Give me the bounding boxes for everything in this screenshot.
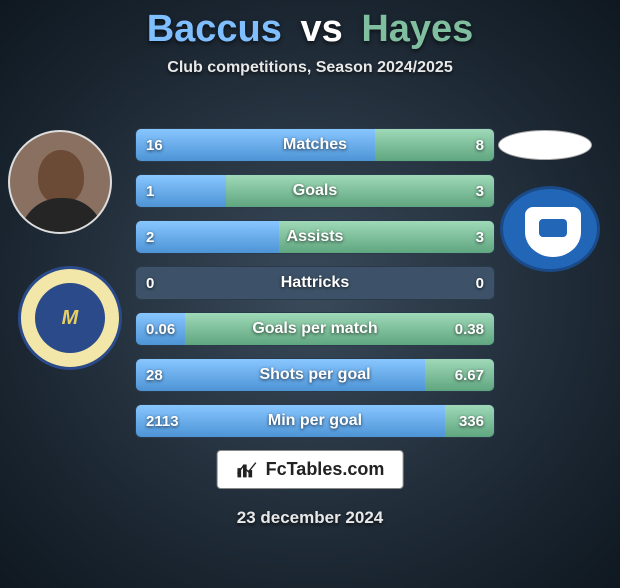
stat-label: Shots per goal	[136, 359, 494, 391]
player2-value: 0.38	[455, 313, 484, 345]
competition-subtitle: Club competitions, Season 2024/2025	[0, 59, 620, 77]
player1-value: 28	[146, 359, 163, 391]
player1-club-badge: M	[18, 266, 122, 370]
stat-label: Goals per match	[136, 313, 494, 345]
player1-value: 2	[146, 221, 154, 253]
player2-value: 3	[476, 175, 484, 207]
player1-value: 16	[146, 129, 163, 161]
stat-label: Min per goal	[136, 405, 494, 437]
player1-value: 0.06	[146, 313, 175, 345]
brand-text: FcTables.com	[266, 459, 385, 480]
player2-avatar	[498, 130, 592, 160]
stat-row: Goals per match0.06 0.38	[135, 312, 495, 346]
stat-label: Assists	[136, 221, 494, 253]
player2-name: Hayes	[361, 8, 473, 50]
stat-label: Goals	[136, 175, 494, 207]
player2-value: 0	[476, 267, 484, 299]
stat-row: Shots per goal28 6.67	[135, 358, 495, 392]
player1-value: 0	[146, 267, 154, 299]
brand-badge[interactable]: FcTables.com	[217, 450, 404, 489]
comparison-title: Baccus vs Hayes	[0, 8, 620, 51]
comparison-date: 23 december 2024	[0, 508, 620, 528]
player2-value: 6.67	[455, 359, 484, 391]
stat-row: Assists2 3	[135, 220, 495, 254]
player2-value: 3	[476, 221, 484, 253]
player1-avatar	[8, 130, 112, 234]
player2-club-badge	[500, 186, 600, 272]
club-badge-letter: M	[35, 283, 105, 353]
vs-text: vs	[300, 8, 342, 50]
stat-row: Matches16 8	[135, 128, 495, 162]
stat-row: Goals1 3	[135, 174, 495, 208]
stat-row: Hattricks0 0	[135, 266, 495, 300]
stat-label: Hattricks	[136, 267, 494, 299]
player1-value: 2113	[146, 405, 179, 437]
player2-value: 336	[459, 405, 484, 437]
player2-value: 8	[476, 129, 484, 161]
stat-row: Min per goal2113 336	[135, 404, 495, 438]
player1-value: 1	[146, 175, 154, 207]
stat-label: Matches	[136, 129, 494, 161]
stats-container: Matches168Goals13Assists23Hattricks00Goa…	[135, 128, 495, 450]
player1-name: Baccus	[147, 8, 282, 50]
brand-icon	[236, 460, 258, 480]
